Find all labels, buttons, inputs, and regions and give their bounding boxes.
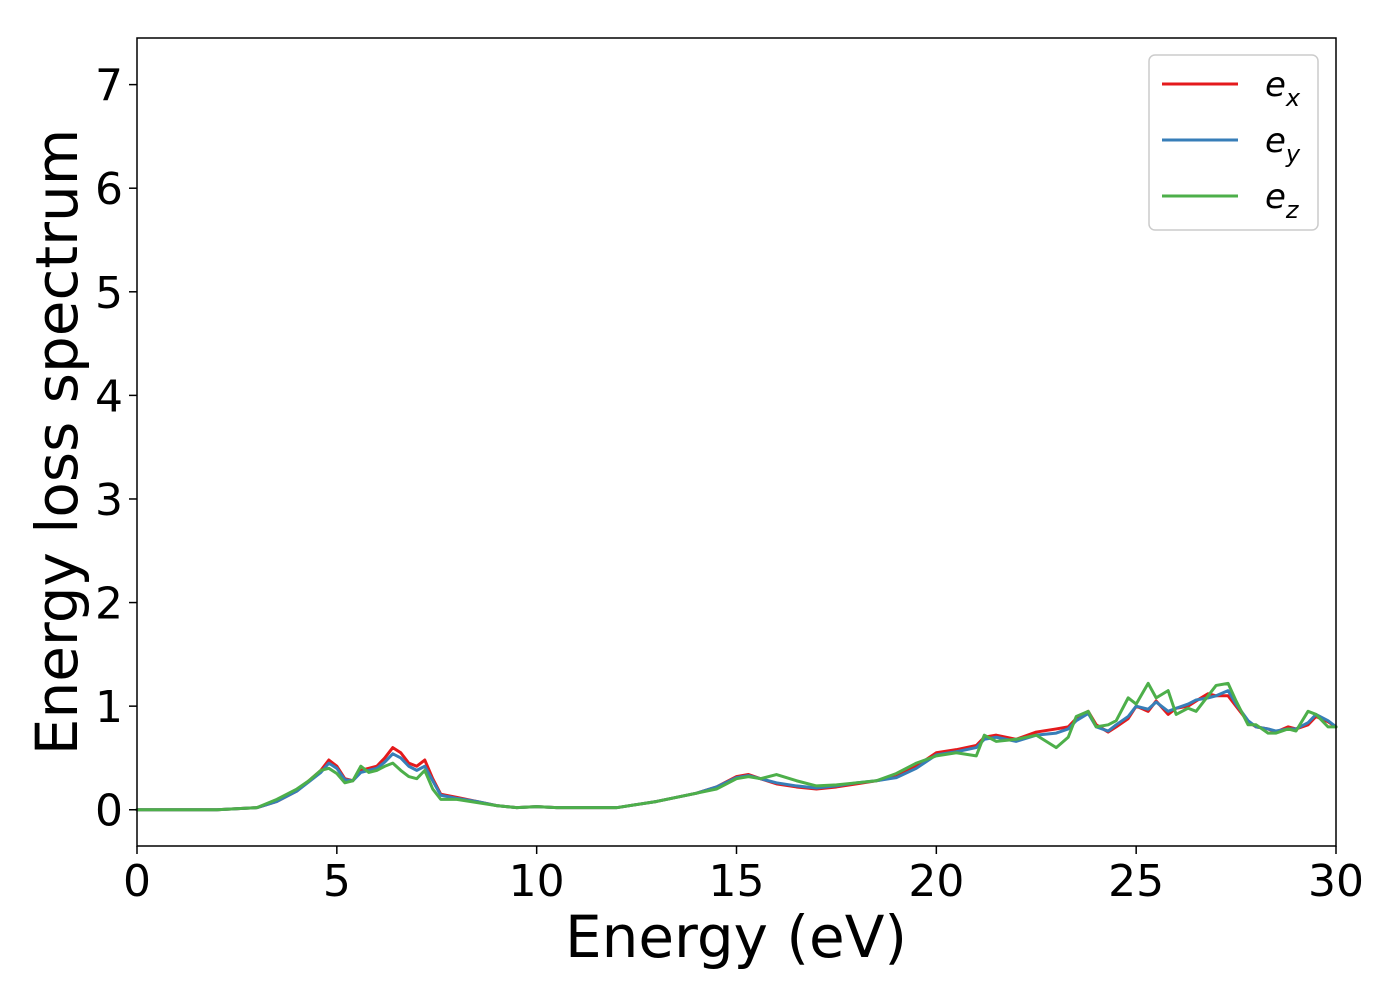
y-tick-label: 7 bbox=[95, 61, 123, 112]
legend-label-ez: ez bbox=[1265, 177, 1300, 224]
legend-label-subscript: y bbox=[1285, 140, 1301, 168]
legend-label-base: e bbox=[1265, 177, 1286, 217]
y-tick-label: 6 bbox=[95, 164, 123, 215]
series-line-ey bbox=[135, 689, 1338, 812]
legend-label-base: e bbox=[1265, 121, 1286, 161]
legend-label-subscript: x bbox=[1285, 84, 1301, 112]
x-tick-label: 15 bbox=[709, 856, 765, 907]
legend-label-subscript: z bbox=[1285, 196, 1300, 224]
y-axis: 0 1 2 3 4 5 6 7 bbox=[95, 61, 137, 837]
legend-label-ey: ey bbox=[1265, 121, 1301, 168]
x-tick-label: 0 bbox=[123, 856, 151, 907]
y-axis-label: Energy loss spectrum bbox=[23, 129, 91, 755]
series-line-ez bbox=[135, 681, 1338, 812]
y-tick-label: 1 bbox=[95, 682, 123, 733]
legend-label-ex: ex bbox=[1265, 65, 1301, 112]
y-tick-label: 0 bbox=[95, 786, 123, 837]
legend-label-base: e bbox=[1265, 65, 1286, 105]
x-axis: 0 5 10 15 20 25 30 bbox=[123, 846, 1364, 907]
y-tick-label: 2 bbox=[95, 579, 123, 630]
series-layer bbox=[135, 681, 1338, 812]
y-tick-label: 3 bbox=[95, 475, 123, 526]
x-axis-label: Energy (eV) bbox=[565, 903, 907, 971]
x-tick-label: 5 bbox=[323, 856, 351, 907]
x-tick-label: 20 bbox=[908, 856, 964, 907]
x-tick-label: 10 bbox=[509, 856, 565, 907]
y-tick-label: 5 bbox=[95, 268, 123, 319]
legend-box bbox=[1148, 54, 1319, 231]
y-tick-label: 4 bbox=[95, 371, 123, 422]
x-tick-label: 30 bbox=[1308, 856, 1364, 907]
x-tick-label: 25 bbox=[1108, 856, 1164, 907]
